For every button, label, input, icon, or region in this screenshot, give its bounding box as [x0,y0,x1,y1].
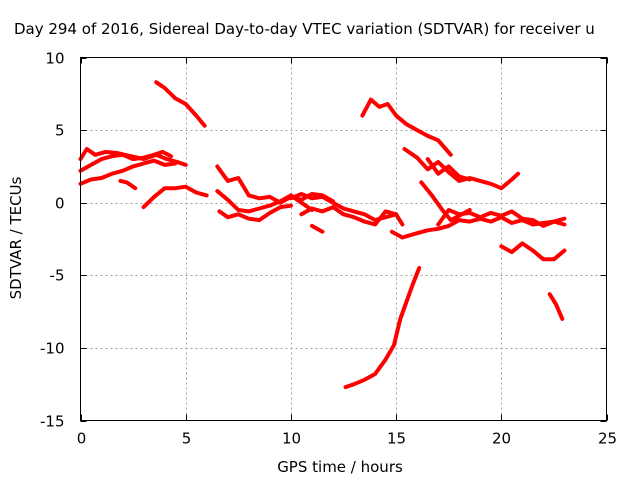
axis-ticks [80,57,608,422]
x-tick-label: 25 [598,430,617,448]
data-series-3 [78,149,173,173]
x-tick-label: 0 [77,430,87,448]
data-series-13 [389,215,567,240]
y-tick-label: -15 [40,413,65,431]
chart-title: Day 294 of 2016, Sidereal Day-to-day VTE… [14,20,595,38]
y-axis-label: SDTVAR / TECUs [7,176,25,299]
data-series-19 [425,157,472,182]
x-tick-label: 20 [492,430,511,448]
data-series-9 [217,203,293,223]
y-tick-label: 10 [45,50,64,68]
x-tick-labels: 0 5 10 15 20 25 [77,430,617,448]
data-series-6 [141,184,209,210]
data-series-7 [215,164,335,205]
data-series-10 [288,192,405,227]
data-series [78,80,567,390]
data-series-12 [309,223,325,234]
data-series-5 [118,178,138,191]
data-series-8 [215,189,314,214]
data-series-4 [78,158,178,186]
x-axis-label: GPS time / hours [277,458,403,476]
x-tick-label: 15 [387,430,406,448]
x-tick-label: 10 [282,430,301,448]
x-tick-label: 5 [182,430,192,448]
y-tick-label: 0 [55,195,65,213]
y-tick-label: -5 [50,267,65,285]
y-tick-labels: -15 -10 -5 0 5 10 [40,50,65,431]
y-tick-label: 5 [55,122,65,140]
data-series-21 [547,292,565,321]
data-series-16 [499,241,567,262]
data-series-20 [343,266,422,390]
data-series-17 [360,97,453,157]
data-series-1 [154,80,207,128]
grid-lines [80,57,607,421]
plot-frame [80,57,607,421]
y-tick-label: -10 [40,340,65,358]
data-series-11 [299,205,399,227]
data-series-15 [419,180,472,223]
